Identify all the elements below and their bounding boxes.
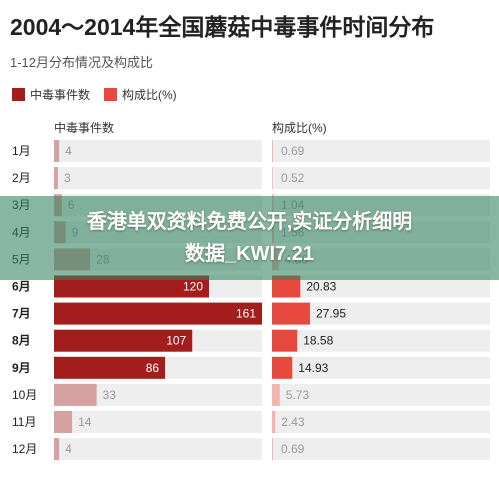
- cases-column-header: 中毒事件数: [54, 121, 115, 135]
- cases-track: [54, 438, 262, 461]
- ratio-track: [272, 438, 490, 461]
- ratio-bar: [272, 275, 301, 298]
- ratio-value-label: 20.83: [306, 280, 336, 294]
- ratio-bar: [272, 438, 273, 461]
- cases-track: [54, 383, 262, 406]
- ratio-value-label: 18.58: [303, 334, 333, 348]
- cases-bar: [54, 302, 262, 325]
- cases-value-label: 14: [78, 415, 92, 429]
- chart-legend: 中毒事件数 构成比(%): [12, 86, 191, 103]
- legend-swatch-ratio: [104, 88, 118, 101]
- cases-bar: [54, 383, 97, 406]
- cases-track: [54, 140, 262, 162]
- ratio-track: [272, 383, 490, 406]
- chart-subtitle: 1-12月分布情况及构成比: [10, 55, 154, 70]
- month-label: 12月: [12, 442, 37, 456]
- month-label: 9月: [12, 361, 31, 375]
- month-label: 10月: [12, 388, 37, 402]
- legend-item-cases: 中毒事件数: [12, 86, 90, 103]
- cases-value-label: 161: [236, 307, 256, 321]
- ratio-value-label: 0.69: [281, 442, 305, 456]
- ratio-bar: [272, 411, 276, 433]
- ratio-bar: [272, 356, 293, 379]
- cases-bar: [54, 329, 193, 352]
- ratio-bar: [272, 302, 310, 325]
- cases-bar: [54, 140, 60, 162]
- month-label: 7月: [12, 307, 31, 321]
- cases-value-label: 4: [65, 144, 72, 158]
- ratio-track: [272, 356, 490, 379]
- banner-line-2: 数据_KWI7.21: [185, 243, 314, 265]
- overlay-banner: 香港单双资料免费公开,实证分析细明 数据_KWI7.21: [0, 196, 499, 280]
- ratio-bar: [272, 329, 298, 352]
- ratio-value-label: 5.73: [286, 388, 310, 402]
- cases-value-label: 86: [146, 361, 160, 375]
- ratio-bar: [272, 383, 280, 406]
- legend-label-ratio: 构成比(%): [122, 88, 177, 102]
- cases-bar: [54, 411, 73, 433]
- ratio-column-header: 构成比(%): [272, 121, 327, 135]
- cases-bar: [54, 356, 166, 379]
- cases-bar: [54, 275, 210, 298]
- ratio-track: [272, 329, 490, 352]
- month-label: 8月: [12, 334, 31, 348]
- ratio-value-label: 27.95: [316, 307, 346, 321]
- cases-value-label: 3: [64, 171, 71, 185]
- chart-title: 2004～2014年全国蘑菇中毒事件时间分布: [10, 14, 435, 40]
- month-label: 11月: [12, 415, 36, 429]
- legend-label-cases: 中毒事件数: [30, 88, 91, 102]
- ratio-value-label: 14.93: [298, 361, 328, 375]
- ratio-bar: [272, 167, 273, 190]
- legend-swatch-cases: [12, 88, 25, 101]
- cases-value-label: 33: [103, 388, 117, 402]
- legend-item-ratio: 构成比(%): [104, 86, 177, 103]
- banner-line-1: 香港单双资料免费公开,实证分析细明: [86, 211, 413, 233]
- cases-value-label: 120: [183, 280, 203, 294]
- cases-value-label: 4: [65, 442, 72, 456]
- ratio-bar: [272, 140, 273, 162]
- ratio-value-label: 0.52: [281, 171, 305, 185]
- ratio-value-label: 0.69: [281, 144, 305, 158]
- ratio-track: [272, 167, 490, 190]
- month-label: 2月: [12, 171, 31, 185]
- cases-value-label: 107: [166, 334, 186, 348]
- ratio-track: [272, 275, 490, 298]
- cases-track: [54, 411, 262, 433]
- ratio-track: [272, 140, 490, 162]
- ratio-track: [272, 302, 490, 325]
- cases-bar: [54, 167, 58, 190]
- ratio-track: [272, 411, 490, 433]
- cases-bar: [54, 438, 60, 461]
- cases-track: [54, 167, 262, 190]
- ratio-value-label: 2.43: [281, 415, 305, 429]
- month-label: 1月: [12, 144, 31, 158]
- month-label: 6月: [12, 280, 31, 294]
